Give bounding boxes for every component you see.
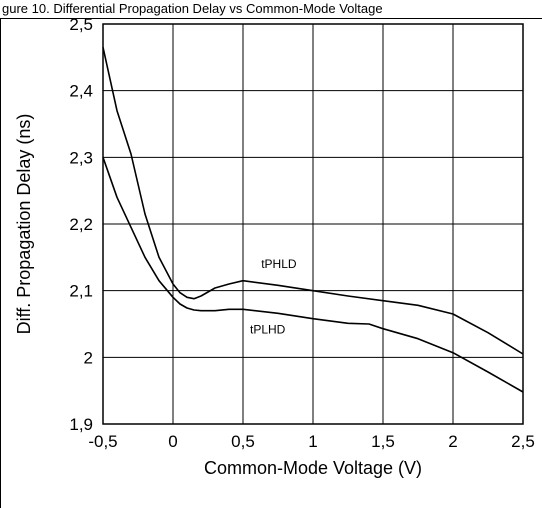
series-label-tphld: tPHLD — [261, 257, 297, 271]
y-tick-label: 2,4 — [69, 82, 93, 101]
series-label-tplhd: tPLHD — [250, 322, 286, 336]
x-tick-label: 0 — [168, 432, 177, 451]
x-tick-label: 2,5 — [511, 432, 535, 451]
y-tick-label: 2,1 — [69, 282, 93, 301]
grid — [103, 24, 523, 424]
series-line-tphld — [102, 47, 524, 355]
y-tick-label: 2,5 — [69, 15, 93, 34]
y-axis-label: Diff. Propagation Delay (ns) — [14, 114, 34, 335]
x-tick-label: -0,5 — [88, 432, 117, 451]
y-tick-label: 2,3 — [69, 148, 93, 167]
x-tick-label: 0,5 — [231, 432, 255, 451]
series-group — [102, 47, 524, 393]
y-tick-label: 1,9 — [69, 415, 93, 434]
tick-labels: -0,5 0 0,5 1 1,5 2 2,5 1,9 2 2,1 2,2 2,3 2,4 2,5 — [69, 15, 534, 451]
x-axis-label: Common-Mode Voltage (V) — [204, 458, 422, 478]
x-tick-label: 2 — [448, 432, 457, 451]
y-tick-label: 2 — [84, 348, 93, 367]
y-tick-label: 2,2 — [69, 215, 93, 234]
plot-area-frame — [102, 23, 524, 425]
figure-caption-fragment: gure 10. Differential Propagation Delay … — [2, 1, 383, 16]
x-tick-label: 1,5 — [371, 432, 395, 451]
series-line-tplhd — [102, 157, 524, 393]
x-tick-label: 1 — [308, 432, 317, 451]
